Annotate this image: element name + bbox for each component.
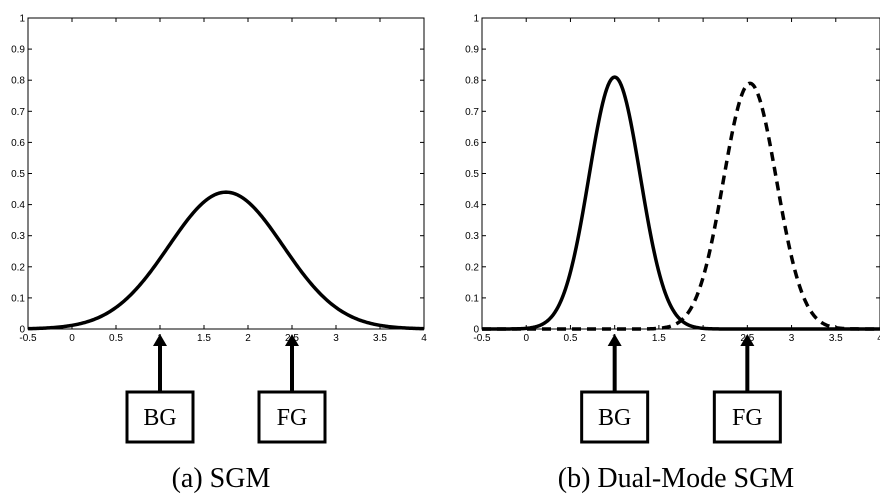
x-tick-label: 0 xyxy=(69,333,75,344)
x-tick-label: 1.5 xyxy=(652,333,666,344)
x-tick-label: 0.5 xyxy=(109,333,123,344)
y-tick-label: 0.3 xyxy=(465,231,479,242)
y-tick-label: 0.2 xyxy=(465,262,479,273)
y-tick-label: 0.1 xyxy=(11,293,25,304)
y-tick-label: 0.8 xyxy=(11,76,25,87)
series-solid-curve xyxy=(27,190,425,331)
marker-label-fg: FG xyxy=(277,405,308,431)
plot-frame xyxy=(481,17,880,330)
x-tick-label: 4 xyxy=(421,333,427,344)
y-tick-label: 1 xyxy=(19,14,25,25)
marker-label-bg: BG xyxy=(598,405,631,431)
x-tick-label: 4 xyxy=(877,333,880,344)
x-tick-label: -0.5 xyxy=(473,333,491,344)
marker-box xyxy=(712,390,782,444)
panel-caption: (b) Dual-Mode SGM xyxy=(558,463,795,494)
y-tick-label: 0.8 xyxy=(465,76,479,87)
series-solid-curve xyxy=(481,75,880,331)
panel-caption: (a) SGM xyxy=(172,463,271,494)
y-tick-label: 0 xyxy=(19,325,25,336)
series-dashed-curve xyxy=(481,81,880,331)
y-tick-label: 0.7 xyxy=(465,107,479,118)
panel-sgm: 00.10.20.30.40.50.60.70.80.91-0.500.511.… xyxy=(11,14,427,495)
marker-label-fg: FG xyxy=(732,405,763,431)
x-tick-label: 0.5 xyxy=(563,333,577,344)
y-tick-label: 0.1 xyxy=(465,293,479,304)
x-tick-label: 0 xyxy=(523,333,529,344)
marker-arrow-head xyxy=(740,334,755,346)
y-tick-label: 0.9 xyxy=(465,45,479,56)
y-tick-label: 0 xyxy=(473,325,479,336)
plot-frame xyxy=(27,17,425,330)
x-tick-label: 3.5 xyxy=(829,333,843,344)
y-tick-label: 0.9 xyxy=(11,45,25,56)
marker-arrow-head xyxy=(153,334,167,346)
marker-label-bg: BG xyxy=(143,405,176,431)
y-tick-label: 0.5 xyxy=(465,169,479,180)
marker-arrow-head xyxy=(285,334,299,346)
x-tick-label: 2 xyxy=(700,333,706,344)
x-tick-label: 2 xyxy=(245,333,251,344)
marker-box xyxy=(125,390,195,444)
marker-box xyxy=(257,390,327,444)
marker-box xyxy=(580,390,650,444)
panel-dual-mode-sgm: 00.10.20.30.40.50.60.70.80.91-0.500.511.… xyxy=(465,14,880,494)
y-tick-label: 0.7 xyxy=(11,107,25,118)
y-tick-label: 0.2 xyxy=(11,262,25,273)
x-tick-label: 1.5 xyxy=(197,333,211,344)
x-tick-label: 3 xyxy=(789,333,795,344)
x-tick-label: 3.5 xyxy=(373,333,387,344)
y-tick-label: 0.6 xyxy=(11,138,25,149)
y-tick-label: 0.3 xyxy=(11,231,25,242)
y-tick-label: 0.5 xyxy=(11,169,25,180)
marker-arrow-head xyxy=(607,334,622,346)
y-tick-label: 0.4 xyxy=(465,200,479,211)
y-tick-label: 0.6 xyxy=(465,138,479,149)
x-tick-label: 3 xyxy=(333,333,339,344)
y-tick-label: 0.4 xyxy=(11,200,25,211)
x-tick-label: -0.5 xyxy=(19,333,37,344)
y-tick-label: 1 xyxy=(473,14,479,25)
